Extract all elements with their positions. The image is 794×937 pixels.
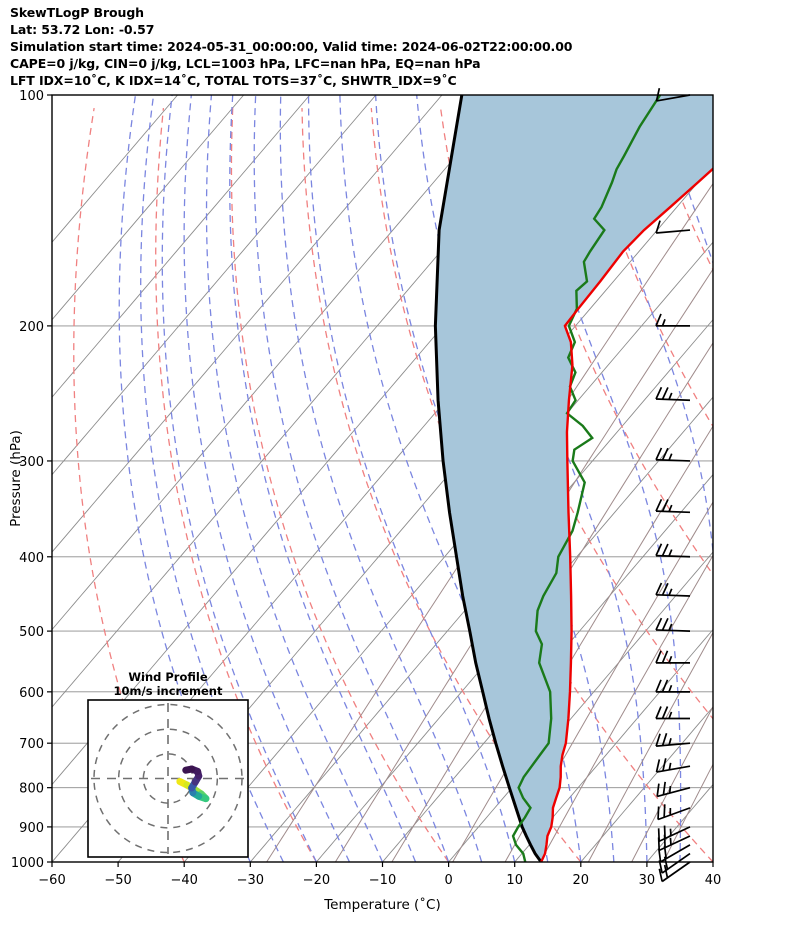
svg-text:30: 30 — [639, 873, 656, 888]
svg-text:−40: −40 — [170, 873, 197, 888]
svg-text:40: 40 — [705, 873, 722, 888]
svg-text:600: 600 — [19, 686, 44, 701]
svg-text:800: 800 — [19, 782, 44, 797]
hodograph-title-line1: Wind Profile — [128, 670, 208, 684]
wind-barb — [655, 617, 691, 632]
wind-barb — [658, 861, 691, 883]
svg-text:500: 500 — [19, 625, 44, 640]
wind-barb — [655, 706, 690, 720]
hodograph-title-line2: 10m/s increment — [113, 684, 223, 698]
wind-barb — [655, 758, 691, 773]
simulation-time-line: Simulation start time: 2024-05-31_00:00:… — [10, 39, 573, 54]
svg-text:200: 200 — [19, 320, 44, 335]
y-axis-label: Pressure (hPa) — [8, 430, 24, 527]
latlon-line: Lat: 53.72 Lon: -0.57 — [10, 22, 155, 37]
wind-barb — [655, 498, 691, 514]
wind-barb — [656, 781, 691, 798]
wind-barb — [655, 447, 691, 462]
wind-barb — [657, 804, 691, 821]
svg-text:100: 100 — [19, 89, 44, 104]
wind-barb — [658, 852, 691, 874]
x-axis-label: Temperature (˚C) — [323, 896, 441, 913]
wind-barb — [655, 679, 690, 693]
wind-barb — [655, 386, 691, 402]
svg-text:900: 900 — [19, 821, 44, 836]
svg-text:300: 300 — [19, 455, 44, 470]
wind-barb — [655, 582, 691, 597]
svg-text:−10: −10 — [369, 873, 396, 888]
hodograph-ring — [117, 728, 219, 829]
svg-text:400: 400 — [19, 551, 44, 566]
svg-text:1000: 1000 — [11, 856, 44, 871]
svg-text:0: 0 — [444, 873, 452, 888]
wind-barb — [655, 732, 691, 748]
svg-text:−60: −60 — [38, 873, 65, 888]
wind-barb — [655, 88, 691, 102]
svg-text:20: 20 — [573, 873, 590, 888]
wind-barb — [657, 825, 691, 843]
hodograph-segment — [182, 765, 196, 774]
stability-index-line: LFT IDX=10˚C, K IDX=14˚C, TOTAL TOTS=37˚… — [10, 73, 457, 88]
svg-text:−30: −30 — [237, 873, 264, 888]
wind-barb — [655, 650, 690, 664]
svg-text:10: 10 — [506, 873, 523, 888]
svg-text:700: 700 — [19, 737, 44, 752]
svg-text:−50: −50 — [104, 873, 131, 888]
wind-barb — [655, 220, 691, 234]
figure-title: SkewTLogP Brough — [10, 5, 144, 20]
cape-summary-line: CAPE=0 j/kg, CIN=0 j/kg, LCL=1003 hPa, L… — [10, 56, 481, 71]
wind-barb — [655, 543, 691, 558]
wind-barb — [655, 313, 690, 327]
svg-text:−20: −20 — [303, 873, 330, 888]
